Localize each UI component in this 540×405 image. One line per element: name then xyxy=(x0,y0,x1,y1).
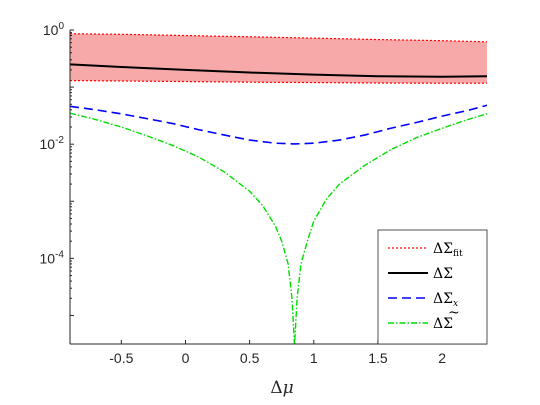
legend-label-3: ΔΣ xyxy=(433,316,453,332)
y-tick-label: 100 xyxy=(43,21,65,38)
series-line-3 xyxy=(70,112,487,344)
fit-upper-line xyxy=(70,33,487,43)
plot-area xyxy=(70,33,487,344)
confidence-band xyxy=(70,33,487,84)
x-axis-label-delta: Δ xyxy=(270,378,282,398)
y-tick-label: 10-4 xyxy=(40,249,65,266)
x-tick-label: 1 xyxy=(310,350,318,366)
y-ticks: 10-4 10-2 100 xyxy=(40,21,74,316)
plot-content xyxy=(70,33,487,344)
y-tick-label: 10-2 xyxy=(40,135,65,152)
x-tick-label: 2 xyxy=(438,350,446,366)
series-line-1 xyxy=(70,63,487,78)
legend-accent-3: ~ xyxy=(448,305,460,321)
legend-box xyxy=(377,229,488,345)
x-tick-label: 0 xyxy=(182,350,190,366)
x-ticks: -0.5 0 0.5 1 1.5 2 xyxy=(109,340,446,366)
x-axis-label: Δμ xyxy=(270,378,293,398)
x-axis-label-mu: μ xyxy=(283,378,294,398)
series-line-2 xyxy=(70,104,487,145)
legend-label-1: ΔΣ xyxy=(433,266,453,282)
x-tick-label: 1.5 xyxy=(368,350,388,366)
fit-lower-line xyxy=(70,79,487,84)
x-tick-label: 0.5 xyxy=(240,350,260,366)
legend-label-0: ΔΣfit xyxy=(433,241,463,259)
legend-label-2: ΔΣx xyxy=(433,291,458,309)
x-tick-label: -0.5 xyxy=(109,350,133,366)
